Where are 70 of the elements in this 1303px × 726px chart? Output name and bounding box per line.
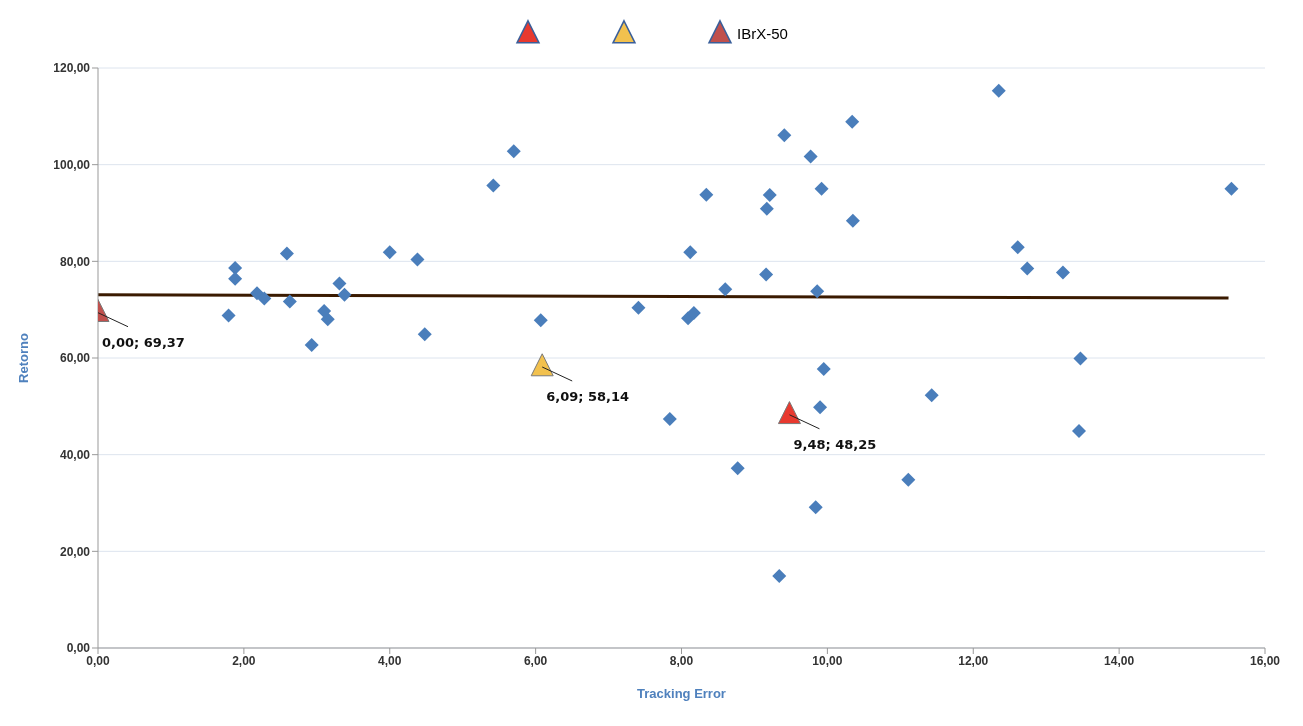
- point: [924, 388, 939, 403]
- point: [631, 300, 646, 315]
- annotation: 6,09; 58,14: [546, 388, 630, 404]
- point: [506, 144, 521, 159]
- point: [1224, 181, 1239, 196]
- y-tick-label: 40,00: [59, 447, 91, 462]
- point: [410, 252, 425, 267]
- y-tick-label: 0,00: [66, 641, 91, 656]
- point: [486, 178, 501, 193]
- point: [662, 411, 677, 426]
- point: [686, 306, 701, 321]
- point: [279, 246, 294, 261]
- x-tick-label: 0,00: [86, 653, 110, 668]
- x-tick-label: 10,00: [812, 653, 843, 668]
- y-tick-label: 120,00: [53, 61, 91, 76]
- point: [1020, 261, 1035, 276]
- point: [845, 114, 860, 129]
- annotation: 9,48; 48,25: [793, 436, 877, 452]
- point: [530, 353, 554, 377]
- x-tick-label: 2,00: [232, 653, 256, 668]
- point: [759, 201, 774, 216]
- x-tick-label: 6,00: [523, 653, 548, 668]
- x-tick-label: 16,00: [1249, 653, 1281, 668]
- point: [814, 181, 829, 196]
- point: [777, 128, 792, 143]
- y-tick-label: 60,00: [59, 351, 91, 366]
- point: [533, 313, 548, 328]
- point: [382, 245, 397, 260]
- x-tick-label: 12,00: [958, 653, 989, 668]
- point: [730, 461, 745, 476]
- point: [282, 294, 297, 309]
- y-tick-label: 80,00: [59, 254, 91, 269]
- point: [228, 271, 243, 286]
- point: [304, 337, 319, 352]
- x-axis-title: Tracking Error: [637, 686, 726, 701]
- point: [221, 308, 236, 323]
- point: [759, 267, 774, 282]
- point: [699, 187, 714, 202]
- point: [257, 291, 272, 306]
- annotation: 0,00; 69,37: [102, 334, 185, 350]
- point: [1072, 423, 1087, 438]
- point: [337, 287, 352, 302]
- y-tick-label: 20,00: [59, 544, 91, 559]
- point: [810, 284, 825, 299]
- point: [1010, 240, 1025, 255]
- x-tick-label: 14,00: [1104, 653, 1135, 668]
- point: [777, 401, 801, 425]
- point: [808, 500, 823, 515]
- y-tick-label: 100,00: [53, 157, 91, 172]
- point: [228, 261, 243, 276]
- point: [417, 327, 432, 342]
- point: [816, 362, 831, 377]
- point: [762, 188, 777, 203]
- legend-label: IBrX-50: [737, 24, 788, 42]
- point: [991, 83, 1006, 98]
- point: [901, 472, 916, 487]
- point: [803, 149, 818, 164]
- point: [683, 245, 698, 260]
- point: [317, 304, 332, 319]
- y-axis-title: Retorno: [15, 333, 31, 383]
- point: [1055, 265, 1070, 280]
- point: [772, 568, 787, 583]
- point: [813, 400, 828, 415]
- point: [332, 276, 347, 291]
- point: [718, 282, 733, 297]
- point: [1073, 351, 1088, 366]
- point: [320, 312, 335, 327]
- point: [845, 213, 860, 228]
- x-tick-label: 8,00: [669, 653, 694, 668]
- x-tick-label: 4,00: [378, 653, 402, 668]
